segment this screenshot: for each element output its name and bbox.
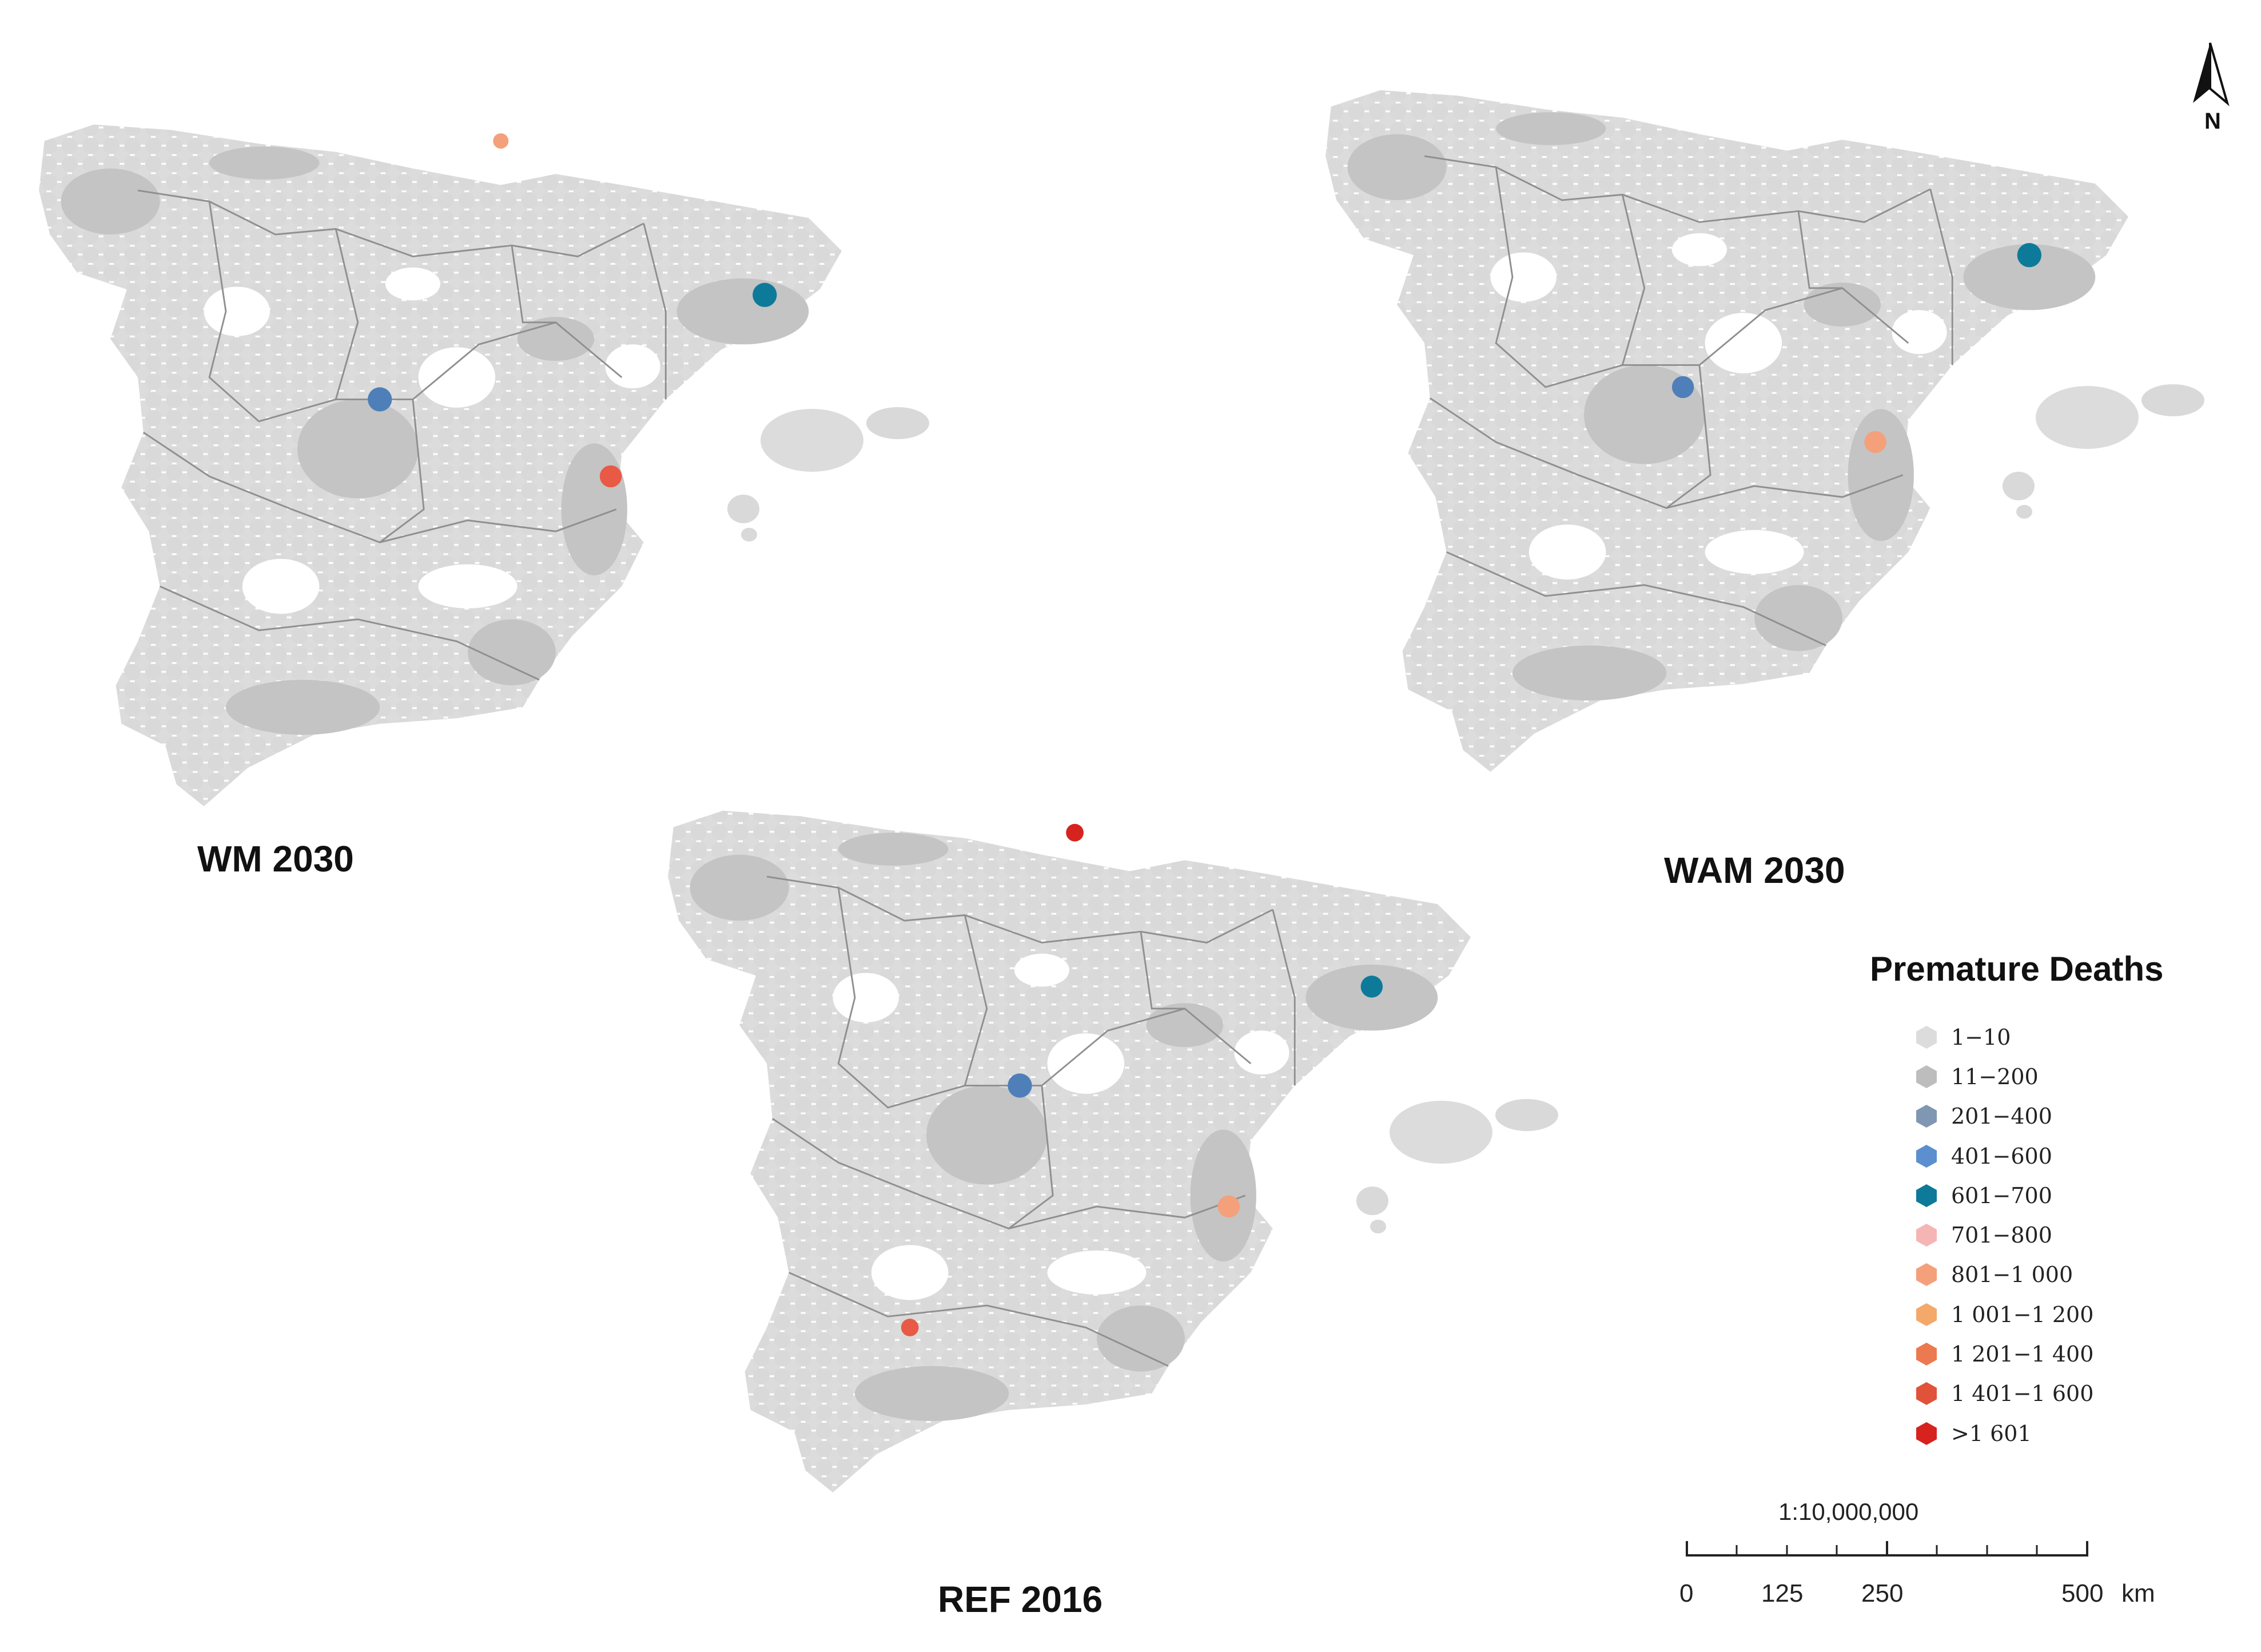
legend: Premature Deaths 1−10 11−200 201−400 401… xyxy=(1870,949,2164,1453)
hotspot-barcelona xyxy=(753,282,777,307)
hotspots xyxy=(1671,243,2041,453)
legend-item: 401−600 xyxy=(1870,1136,2164,1176)
legend-swatch-icon xyxy=(1916,1224,1937,1247)
legend-items: 1−10 11−200 201−400 401−600 601−700 701−… xyxy=(1870,1017,2164,1453)
legend-item: 1−10 xyxy=(1870,1017,2164,1057)
legend-swatch-icon xyxy=(1916,1422,1937,1445)
hotspot-valencia xyxy=(1217,1195,1240,1218)
legend-label: 801−1 000 xyxy=(1951,1262,2073,1288)
legend-label: 701−800 xyxy=(1951,1223,2052,1248)
map-ref-2016 xyxy=(646,778,1492,1492)
hotspot-madrid xyxy=(368,387,392,412)
legend-label: 201−400 xyxy=(1951,1104,2052,1129)
legend-item: 201−400 xyxy=(1870,1097,2164,1136)
hotspot-valencia xyxy=(599,465,622,488)
hotspot-madrid xyxy=(1008,1073,1032,1098)
hotspot-bilbao xyxy=(493,133,509,149)
legend-swatch-icon xyxy=(1916,1263,1937,1287)
legend-swatch-icon xyxy=(1916,1025,1937,1049)
balearic-wam-2030 xyxy=(2001,377,2230,526)
legend-swatch-icon xyxy=(1916,1065,1937,1088)
scale-bar xyxy=(1686,1541,2088,1557)
legend-label: 11−200 xyxy=(1951,1064,2039,1089)
hotspot-bilbao xyxy=(1066,823,1084,842)
legend-label: 1 401−1 600 xyxy=(1951,1381,2094,1407)
map-label-wm-2030: WM 2030 xyxy=(197,838,354,879)
hotspot-valencia xyxy=(1864,431,1886,453)
legend-item: >1 601 xyxy=(1870,1414,2164,1453)
north-label: N xyxy=(2204,109,2221,134)
legend-item: 701−800 xyxy=(1870,1215,2164,1255)
hotspot-barcelona xyxy=(2017,243,2041,268)
legend-item: 1 401−1 600 xyxy=(1870,1374,2164,1414)
hotspots xyxy=(368,133,777,488)
map-wm-2030 xyxy=(17,91,863,806)
balearic-ref-2016 xyxy=(1355,1092,1584,1241)
legend-swatch-icon xyxy=(1916,1144,1937,1168)
hotspot-sevilla xyxy=(901,1319,919,1336)
legend-item: 1 001−1 200 xyxy=(1870,1295,2164,1334)
scale-tick-label: 125 xyxy=(1761,1579,1804,1607)
scale-ratio: 1:10,000,000 xyxy=(1778,1498,1919,1525)
map-label-wam-2030: WAM 2030 xyxy=(1664,850,1845,891)
scale-unit: km xyxy=(2121,1579,2155,1607)
north-arrow-icon xyxy=(2193,42,2230,106)
legend-label: 601−700 xyxy=(1951,1183,2052,1208)
legend-label: 1−10 xyxy=(1951,1024,2011,1050)
map-wam-2030 xyxy=(1304,57,2150,772)
scale-tick-label: 0 xyxy=(1679,1579,1694,1607)
legend-label: 401−600 xyxy=(1951,1143,2052,1169)
hotspot-barcelona xyxy=(1360,976,1383,998)
balearic-wm-2030 xyxy=(726,400,955,549)
map-label-ref-2016: REF 2016 xyxy=(938,1579,1103,1620)
legend-item: 801−1 000 xyxy=(1870,1255,2164,1295)
legend-label: 1 001−1 200 xyxy=(1951,1301,2094,1327)
legend-title: Premature Deaths xyxy=(1870,950,2164,988)
legend-swatch-icon xyxy=(1916,1184,1937,1207)
hotspots xyxy=(901,823,1383,1336)
legend-swatch-icon xyxy=(1916,1303,1937,1326)
legend-item: 601−700 xyxy=(1870,1176,2164,1215)
legend-swatch-icon xyxy=(1916,1105,1937,1128)
legend-label: 1 201−1 400 xyxy=(1951,1341,2094,1367)
hotspot-madrid xyxy=(1671,376,1694,399)
legend-item: 11−200 xyxy=(1870,1057,2164,1096)
scale-tick-label: 250 xyxy=(1861,1579,1904,1607)
legend-item: 1 201−1 400 xyxy=(1870,1334,2164,1374)
legend-label: >1 601 xyxy=(1951,1420,2032,1446)
legend-swatch-icon xyxy=(1916,1343,1937,1366)
legend-swatch-icon xyxy=(1916,1382,1937,1406)
scale-tick-label: 500 xyxy=(2061,1579,2104,1607)
